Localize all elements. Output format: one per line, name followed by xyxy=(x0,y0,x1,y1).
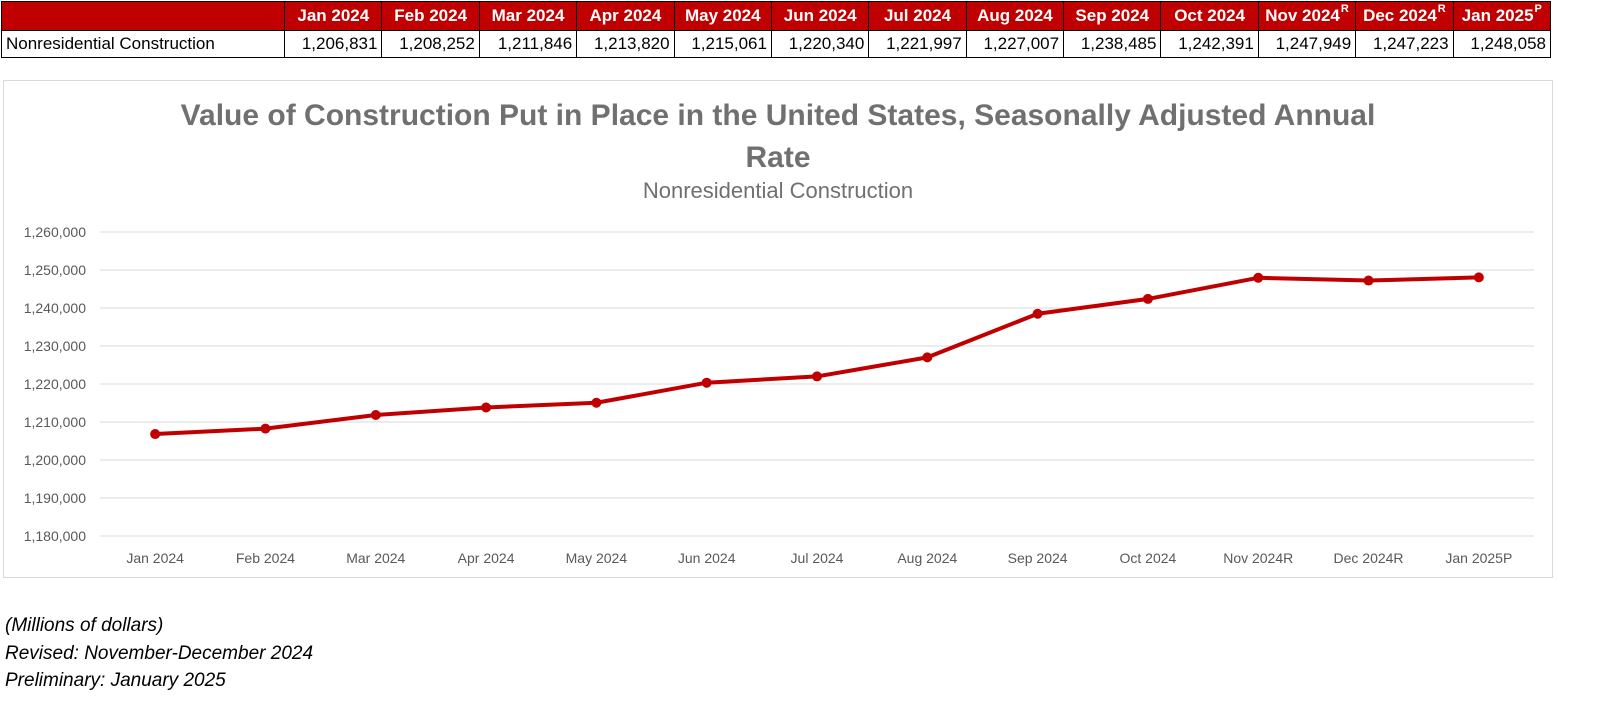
revised-note: Revised: November-December 2024 xyxy=(5,642,314,664)
y-tick-label: 1,190,000 xyxy=(24,490,86,506)
x-tick-label: Aug 2024 xyxy=(897,550,957,566)
column-header-label: Jun 2024 xyxy=(783,6,857,25)
x-tick-label: Mar 2024 xyxy=(346,550,405,566)
column-header: Sep 2024 xyxy=(1063,1,1162,31)
data-point xyxy=(922,352,933,363)
series-line xyxy=(153,275,1481,437)
units-note: (Millions of dollars) xyxy=(5,615,164,636)
column-header: Aug 2024 xyxy=(965,1,1065,31)
table-cell: 1,215,061 xyxy=(673,30,772,58)
column-header-label: May 2024 xyxy=(684,6,761,25)
column-header: May 2024 xyxy=(673,1,772,31)
column-header-superscript: R xyxy=(1340,3,1349,15)
data-point xyxy=(812,371,822,382)
data-table: Jan 2024 Feb 2024 Mar 2024 Apr 2024 May 2024… xyxy=(0,1,1552,58)
x-tick-label: Oct 2024 xyxy=(1120,550,1177,566)
x-tick-label: Apr 2024 xyxy=(458,550,515,566)
column-header-label: Apr 2024 xyxy=(589,6,662,25)
x-tick-label: Jul 2024 xyxy=(791,550,844,566)
x-tick-label: Sep 2024 xyxy=(1008,550,1068,566)
data-point xyxy=(701,377,712,388)
x-tick-label: Jun 2024 xyxy=(678,550,736,566)
table-row: Nonresidential Construction 1,206,831 1,2… xyxy=(0,30,1552,58)
x-tick-label: Dec 2024R xyxy=(1334,550,1404,566)
table-cell: 1,213,820 xyxy=(576,30,675,58)
line-chart: 1,180,000 1,190,000 1,200,000 1,210,000 1,22… xyxy=(24,224,1534,566)
column-header-label: Oct 2024 xyxy=(1174,6,1246,25)
chart-title-text: Value of Construction Put in Place in th… xyxy=(180,99,1376,174)
table-cell: 1,247,223 xyxy=(1355,30,1454,58)
column-header: Jan 2024 xyxy=(284,1,383,31)
data-point xyxy=(370,409,381,420)
table-header-row: Jan 2024 Feb 2024 Mar 2024 Apr 2024 May 2024… xyxy=(0,1,1552,31)
x-tick-label: Nov 2024R xyxy=(1223,550,1293,566)
table-cell: 1,221,997 xyxy=(868,30,967,58)
column-header-superscript: R xyxy=(1437,3,1446,15)
table-cell: 1,206,831 xyxy=(284,30,383,58)
column-header: Dec 2024R xyxy=(1355,1,1454,31)
data-point xyxy=(1473,272,1484,283)
table-cell: 1,227,007 xyxy=(965,30,1065,58)
data-point xyxy=(260,423,271,434)
column-header-label: Dec 2024 xyxy=(1363,6,1437,25)
column-header: Mar 2024 xyxy=(478,1,578,31)
column-header: Jun 2024 xyxy=(770,1,870,31)
table-cell: 1,238,485 xyxy=(1063,30,1162,58)
column-header-label: Jul 2024 xyxy=(883,6,952,25)
column-header-superscript: P xyxy=(1534,3,1542,15)
chart-panel: Value of Construction Put in Place in th… xyxy=(3,80,1553,578)
table-cell: 1,248,058 xyxy=(1452,30,1552,58)
column-header-label: Feb 2024 xyxy=(394,6,468,25)
column-header: Apr 2024 xyxy=(576,1,675,31)
x-tick-label: Jan 2025P xyxy=(1445,550,1512,566)
chart-title: Value of Construction Put in Place in th… xyxy=(4,95,1552,179)
table-cell: 1,208,252 xyxy=(381,30,480,58)
column-header-label: Sep 2024 xyxy=(1075,6,1150,25)
column-header-label: Nov 2024 xyxy=(1265,6,1340,25)
y-tick-label: 1,220,000 xyxy=(24,376,86,392)
y-tick-label: 1,210,000 xyxy=(24,414,86,430)
table-cell: 1,220,340 xyxy=(770,30,870,58)
chart-subtitle: Nonresidential Construction xyxy=(642,178,914,203)
data-point xyxy=(1253,272,1264,283)
data-point xyxy=(481,402,492,413)
column-header-label: Jan 2024 xyxy=(297,6,370,25)
y-tick-label: 1,260,000 xyxy=(24,224,86,240)
column-header: Jan 2025P xyxy=(1452,1,1552,31)
y-tick-label: 1,230,000 xyxy=(24,338,86,354)
column-header-label: Aug 2024 xyxy=(977,6,1053,25)
y-tick-label: 1,250,000 xyxy=(24,262,86,278)
x-tick-label: May 2024 xyxy=(566,550,628,566)
column-header-label: Jan 2025 xyxy=(1461,6,1534,25)
column-header: Feb 2024 xyxy=(381,1,480,31)
column-header-label: Mar 2024 xyxy=(491,6,565,25)
column-header: Nov 2024R xyxy=(1257,1,1357,31)
data-point xyxy=(1032,308,1043,319)
table-corner-cell xyxy=(0,1,286,31)
data-point xyxy=(591,397,602,408)
data-point xyxy=(1142,293,1153,304)
notes: (Millions of dollars) Revised: November-… xyxy=(5,612,313,695)
y-tick-label: 1,200,000 xyxy=(24,452,86,468)
data-point xyxy=(150,429,161,440)
x-tick-label: Feb 2024 xyxy=(236,550,295,566)
y-tick-label: 1,240,000 xyxy=(24,300,86,316)
x-tick-label: Jan 2024 xyxy=(126,550,184,566)
table-cell: 1,211,846 xyxy=(478,30,578,58)
table-cell: 1,242,391 xyxy=(1160,30,1259,58)
row-label: Nonresidential Construction xyxy=(0,30,286,58)
table-cell: 1,247,949 xyxy=(1257,30,1357,58)
data-point xyxy=(1363,275,1374,286)
y-tick-label: 1,180,000 xyxy=(24,528,86,544)
column-header: Jul 2024 xyxy=(868,1,967,31)
preliminary-note: Preliminary: January 2025 xyxy=(5,670,226,691)
column-header: Oct 2024 xyxy=(1160,1,1259,31)
